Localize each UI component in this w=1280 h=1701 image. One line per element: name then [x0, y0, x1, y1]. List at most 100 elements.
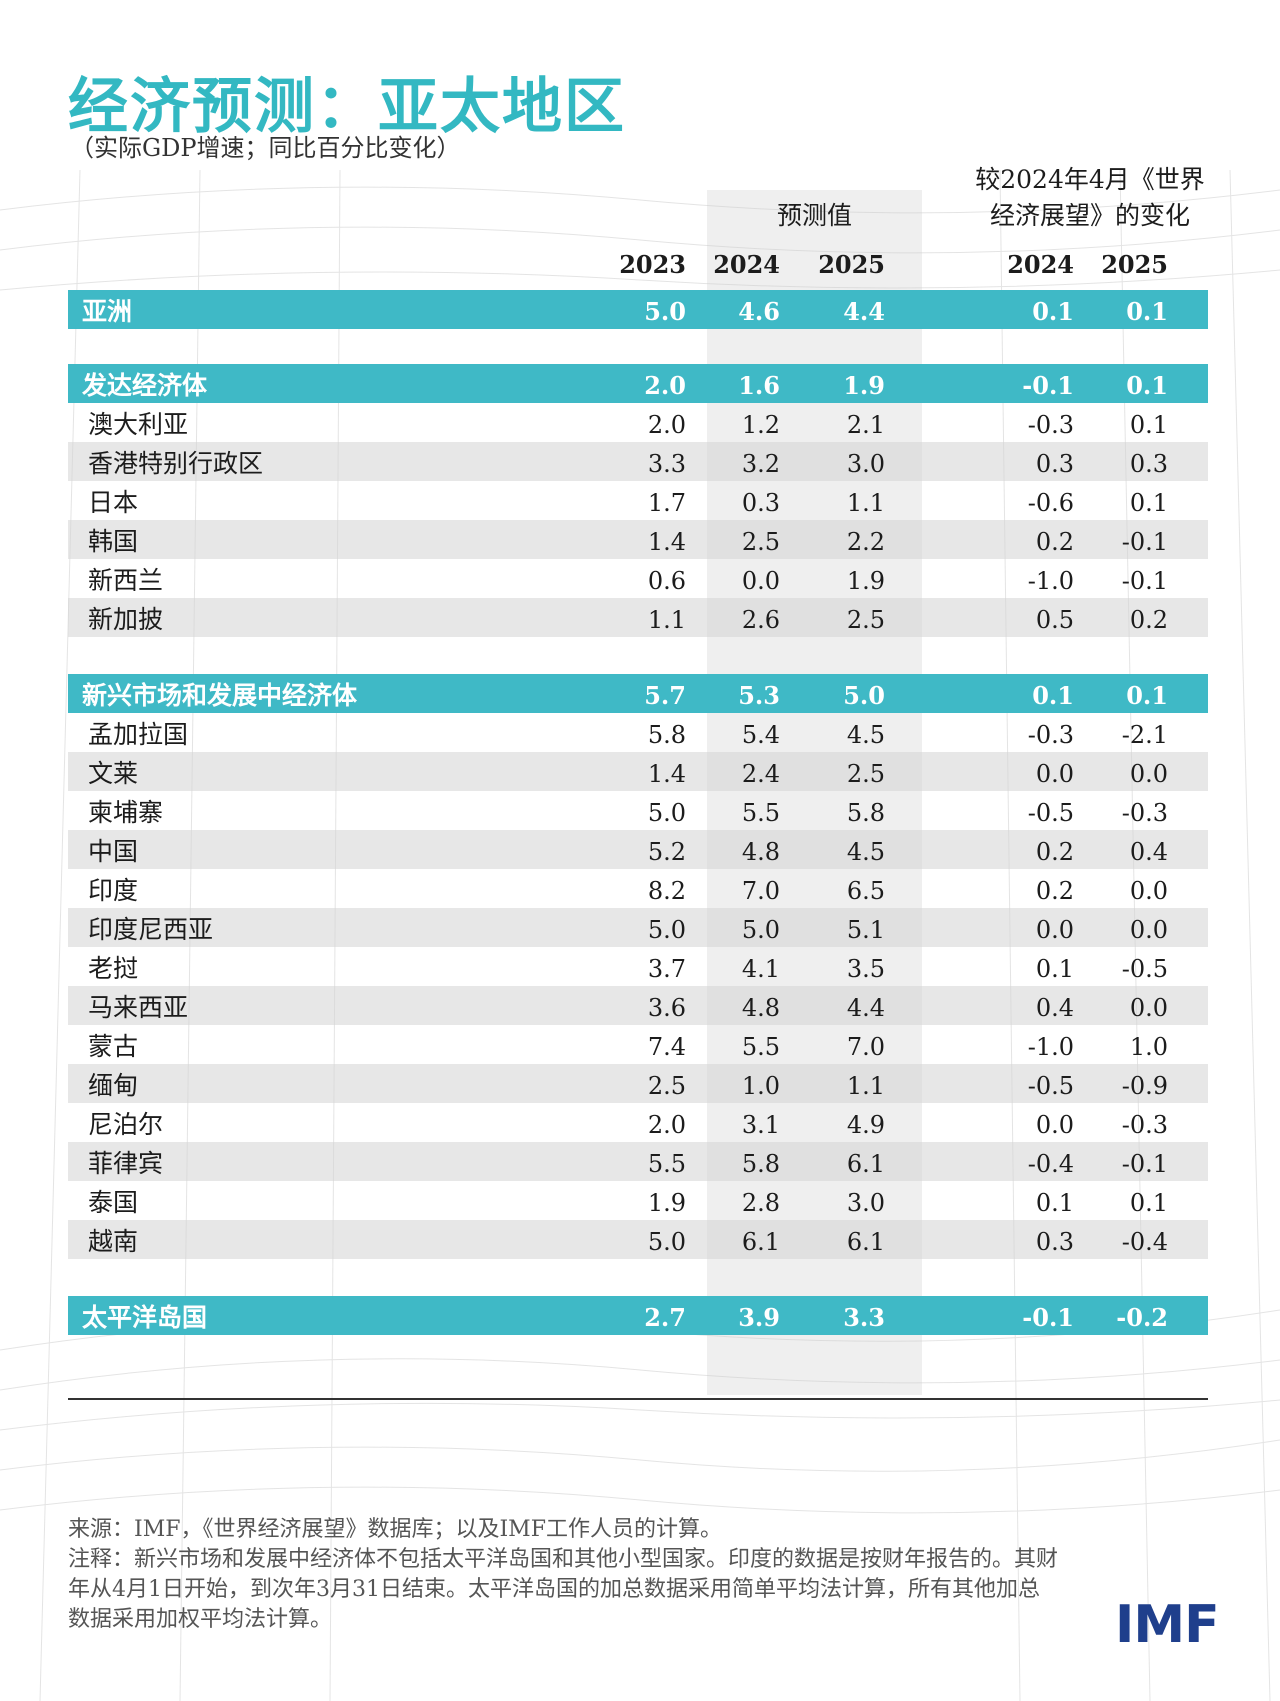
country-name: 香港特别行政区: [88, 449, 264, 478]
change-2024-cell: -0.4: [1027, 1150, 1074, 1178]
section-spacer: [68, 329, 1208, 364]
value-2025-cell: 1.1: [846, 1072, 885, 1100]
value-2023-cell: 5.7: [644, 681, 686, 710]
change-2025-cell: 0.1: [1129, 489, 1168, 517]
table-row: 老挝 3.7 4.1 3.5 0.1 -0.5: [68, 947, 1208, 986]
change-2024-cell: 0.0: [1035, 1111, 1074, 1139]
value-2024-cell: 5.3: [738, 681, 780, 710]
change-2024-cell: 0.0: [1035, 760, 1074, 788]
year-header-2024: 2024: [713, 250, 780, 279]
value-2023-cell: 3.7: [647, 955, 686, 983]
country-name: 尼泊尔: [88, 1110, 164, 1139]
country-name: 韩国: [88, 527, 139, 556]
value-2025-cell: 4.4: [846, 994, 885, 1022]
change-2024-cell: 0.1: [1032, 297, 1074, 326]
country-name: 菲律宾: [88, 1149, 164, 1178]
change-2025-cell: -0.1: [1121, 1150, 1168, 1178]
value-2025-cell: 1.9: [846, 567, 885, 595]
change-2025-cell: -0.1: [1121, 528, 1168, 556]
table-row: 越南 5.0 6.1 6.1 0.3 -0.4: [68, 1220, 1208, 1259]
change-header-line1: 较2024年4月《世界: [975, 165, 1205, 194]
change-2025-cell: -0.1: [1121, 567, 1168, 595]
value-2024-cell: 5.5: [741, 799, 780, 827]
value-2023-cell: 3.3: [647, 450, 686, 478]
table-row: 泰国 1.9 2.8 3.0 0.1 0.1: [68, 1181, 1208, 1220]
country-name: 新西兰: [88, 566, 164, 595]
value-2024-cell: 5.0: [741, 916, 780, 944]
explanatory-note: 注释：新兴市场和发展中经济体不包括太平洋岛国和其他小型国家。印度的数据是按财年报…: [68, 1547, 1059, 1632]
value-2025-cell: 3.0: [846, 1189, 885, 1217]
change-2025-cell: 0.1: [1126, 371, 1168, 400]
value-2025-cell: 4.4: [843, 297, 885, 326]
value-2023-cell: 5.0: [647, 1228, 686, 1256]
country-name: 印度尼西亚: [88, 915, 214, 944]
country-name: 泰国: [88, 1188, 139, 1217]
group-row: 亚洲 5.0 4.6 4.4 0.1 0.1: [68, 290, 1208, 329]
value-2025-cell: 6.1: [846, 1228, 885, 1256]
value-2025-cell: 2.1: [846, 411, 885, 439]
change-2024-cell: -0.1: [1022, 1303, 1074, 1332]
table-row: 印度尼西亚 5.0 5.0 5.1 0.0 0.0: [68, 908, 1208, 947]
value-2024-cell: 2.4: [741, 760, 780, 788]
value-2023-cell: 5.0: [647, 799, 686, 827]
change-2025-cell: 0.0: [1129, 877, 1168, 905]
change-2024-cell: 0.2: [1035, 877, 1074, 905]
value-2024-cell: 5.8: [741, 1150, 780, 1178]
value-2023-cell: 5.0: [647, 916, 686, 944]
footnotes: 来源：IMF，《世界经济展望》数据库；以及IMF工作人员的计算。 注释：新兴市场…: [68, 1515, 1058, 1635]
value-2024-cell: 1.0: [741, 1072, 780, 1100]
value-2025-cell: 4.5: [846, 721, 885, 749]
country-name: 印度: [88, 876, 139, 905]
year-header-2023: 2023: [619, 250, 686, 279]
table-row: 尼泊尔 2.0 3.1 4.9 0.0 -0.3: [68, 1103, 1208, 1142]
country-name: 马来西亚: [88, 993, 189, 1022]
value-2023-cell: 1.9: [647, 1189, 686, 1217]
country-name: 蒙古: [88, 1032, 139, 1061]
value-2025-cell: 6.5: [846, 877, 885, 905]
value-2024-cell: 4.1: [741, 955, 780, 983]
table-row: 香港特别行政区 3.3 3.2 3.0 0.3 0.3: [68, 442, 1208, 481]
value-2024-cell: 6.1: [741, 1228, 780, 1256]
group-name: 发达经济体: [82, 371, 208, 400]
change-2024-cell: 0.3: [1035, 1228, 1074, 1256]
value-2024-cell: 4.6: [738, 297, 780, 326]
source-note: 来源：IMF，《世界经济展望》数据库；以及IMF工作人员的计算。: [68, 1517, 722, 1542]
value-2025-cell: 1.1: [846, 489, 885, 517]
forecast-table: 亚洲 5.0 4.6 4.4 0.1 0.1 发达经济体 2.0 1.6 1.9 -0.1 0.1 澳大…: [68, 290, 1208, 1335]
value-2025-cell: 2.2: [846, 528, 885, 556]
value-2025-cell: 3.0: [846, 450, 885, 478]
value-2025-cell: 7.0: [846, 1033, 885, 1061]
change-2024-cell: 0.0: [1035, 916, 1074, 944]
value-2023-cell: 2.0: [644, 371, 686, 400]
value-2023-cell: 0.6: [647, 567, 686, 595]
table-row: 新西兰 0.6 0.0 1.9 -1.0 -0.1: [68, 559, 1208, 598]
value-2024-cell: 2.5: [741, 528, 780, 556]
change-header-2025: 2025: [1101, 250, 1168, 279]
change-2024-cell: -0.5: [1027, 1072, 1074, 1100]
change-2024-cell: -0.3: [1027, 721, 1074, 749]
country-name: 日本: [88, 488, 139, 517]
imf-logo: IMF: [1115, 1595, 1220, 1655]
value-2024-cell: 3.9: [738, 1303, 780, 1332]
value-2024-cell: 5.5: [741, 1033, 780, 1061]
value-2023-cell: 1.4: [647, 528, 686, 556]
country-name: 缅甸: [88, 1071, 139, 1100]
value-2025-cell: 1.9: [843, 371, 885, 400]
group-name: 新兴市场和发展中经济体: [82, 681, 358, 710]
value-2023-cell: 2.5: [647, 1072, 686, 1100]
value-2023-cell: 2.7: [644, 1303, 686, 1332]
change-2025-cell: 0.1: [1126, 297, 1168, 326]
country-name: 澳大利亚: [88, 410, 189, 439]
country-name: 柬埔寨: [88, 798, 164, 827]
table-row: 澳大利亚 2.0 1.2 2.1 -0.3 0.1: [68, 403, 1208, 442]
value-2024-cell: 3.1: [741, 1111, 780, 1139]
group-row: 太平洋岛国 2.7 3.9 3.3 -0.1 -0.2: [68, 1296, 1208, 1335]
change-2024-cell: 0.2: [1035, 528, 1074, 556]
change-2025-cell: 0.1: [1129, 1189, 1168, 1217]
page-subtitle: （实际GDP增速；同比百分比变化）: [70, 134, 461, 162]
table-row: 马来西亚 3.6 4.8 4.4 0.4 0.0: [68, 986, 1208, 1025]
value-2023-cell: 3.6: [647, 994, 686, 1022]
change-2025-cell: 0.0: [1129, 760, 1168, 788]
value-2025-cell: 3.5: [846, 955, 885, 983]
